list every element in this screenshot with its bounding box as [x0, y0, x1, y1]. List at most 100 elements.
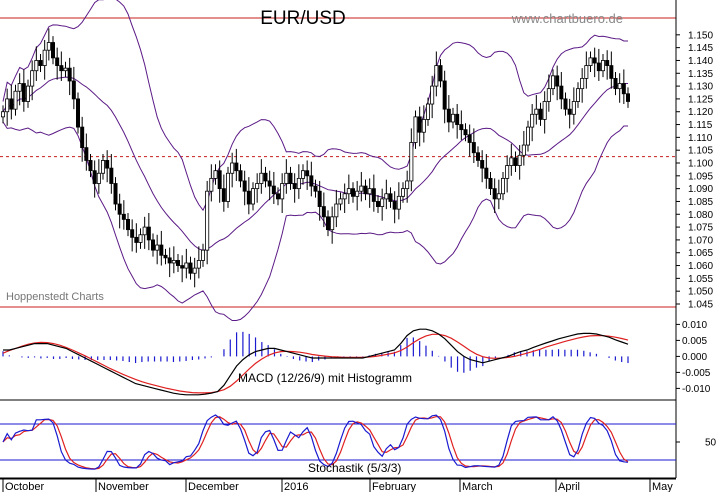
candle-body: [380, 198, 385, 207]
x-axis-tick-label: February: [372, 481, 417, 492]
candle-body: [350, 188, 355, 197]
chart-title: EUR/USD: [260, 8, 346, 29]
candle-body: [109, 167, 114, 184]
candle-body: [9, 98, 14, 110]
candle-body: [238, 170, 243, 182]
price-y-tick-label: 1.060: [688, 261, 713, 272]
candle-body: [317, 190, 322, 207]
stochastic-panel: 50: [0, 414, 717, 479]
candle-body: [30, 70, 35, 87]
candle-body: [446, 108, 451, 123]
candle-body: [626, 93, 631, 102]
candle-body: [142, 226, 147, 236]
candle-body: [88, 160, 93, 172]
candle-body: [517, 154, 522, 166]
candle-body: [334, 203, 339, 218]
candle-body: [346, 188, 351, 195]
candle-body: [430, 85, 435, 105]
candle-body: [530, 113, 535, 128]
candle-body: [113, 183, 118, 205]
candle-body: [521, 144, 526, 156]
price-y-tick-label: 1.080: [688, 210, 713, 221]
candle-body: [271, 185, 276, 195]
candle-body: [42, 49, 47, 66]
candle-body: [409, 142, 414, 182]
candle-body: [367, 188, 372, 195]
candle-body: [263, 172, 268, 182]
candle-body: [542, 101, 547, 120]
candle-body: [563, 98, 568, 110]
x-axis-tick-label: December: [188, 481, 239, 492]
macd-y-tick-label: 0.010: [682, 320, 707, 331]
candle-body: [555, 75, 560, 87]
candle-body: [280, 183, 285, 200]
price-y-tick-label: 1.105: [688, 146, 713, 157]
candle-body: [63, 67, 68, 72]
candle-body: [359, 185, 364, 192]
candle-body: [384, 193, 389, 200]
candle-body: [192, 267, 197, 274]
candle-body: [292, 183, 297, 190]
candle-body: [396, 195, 401, 210]
candle-body: [92, 170, 97, 184]
x-axis: October November December 2016 February March…: [0, 478, 676, 493]
candle-body: [225, 172, 230, 202]
site-label: www.chartbuero.de: [511, 11, 623, 26]
candle-body: [605, 60, 610, 66]
x-axis-tick-label: 2016: [284, 481, 308, 492]
candle-body: [355, 190, 360, 197]
candle-body: [342, 193, 347, 200]
price-y-tick-label: 1.065: [688, 248, 713, 259]
candle-body: [51, 42, 56, 59]
candle-body: [388, 193, 393, 202]
candle-body: [17, 83, 22, 92]
macd-y-tick-label: 0.005: [682, 336, 707, 347]
macd-y-tick-label: -0.010: [682, 384, 711, 395]
candle-body: [138, 234, 143, 243]
candle-body: [571, 101, 576, 115]
candle-body: [559, 85, 564, 100]
candle-body: [234, 162, 239, 172]
x-axis-tick-label: November: [98, 481, 149, 492]
candle-body: [534, 108, 539, 115]
candle-body: [171, 260, 176, 264]
candle-body: [284, 172, 289, 184]
price-y-tick-label: 1.120: [688, 107, 713, 118]
candle-body: [371, 188, 376, 202]
candle-body: [576, 88, 581, 102]
candle-body: [209, 177, 214, 192]
candle-body: [438, 65, 443, 82]
candle-body: [150, 239, 155, 251]
candle-body: [505, 165, 510, 179]
candle-body: [500, 177, 505, 195]
candle-body: [46, 42, 51, 51]
candle-body: [613, 78, 618, 90]
candle-body: [405, 180, 410, 190]
candle-body: [67, 67, 72, 82]
candle-body: [580, 78, 585, 90]
candle-body: [167, 257, 172, 264]
candle-body: [400, 188, 405, 197]
macd-panel-label: MACD (12/26/9) mit Histogramm: [238, 371, 412, 385]
candle-body: [84, 147, 89, 161]
candle-body: [325, 216, 330, 231]
candle-body: [313, 185, 318, 192]
macd-y-tick-label: -0.005: [682, 368, 711, 379]
bollinger-lower-band: [2, 121, 628, 321]
candle-body: [546, 88, 551, 102]
candle-body: [588, 57, 593, 66]
candle-body: [425, 103, 430, 120]
candle-body: [146, 226, 151, 241]
candle-body: [463, 129, 468, 136]
candle-body: [305, 170, 310, 177]
candle-body: [180, 265, 185, 269]
candle-body: [459, 124, 464, 131]
candle-body: [101, 160, 106, 174]
macd-panel: 0.010 0.005 0.000 -0.005 -0.010: [0, 320, 711, 401]
candle-body: [617, 83, 622, 90]
stochastic-y-tick-label: 50: [705, 438, 717, 449]
candle-body: [592, 57, 597, 64]
x-axis-tick-label: October: [5, 481, 44, 492]
candle-body: [480, 160, 485, 169]
